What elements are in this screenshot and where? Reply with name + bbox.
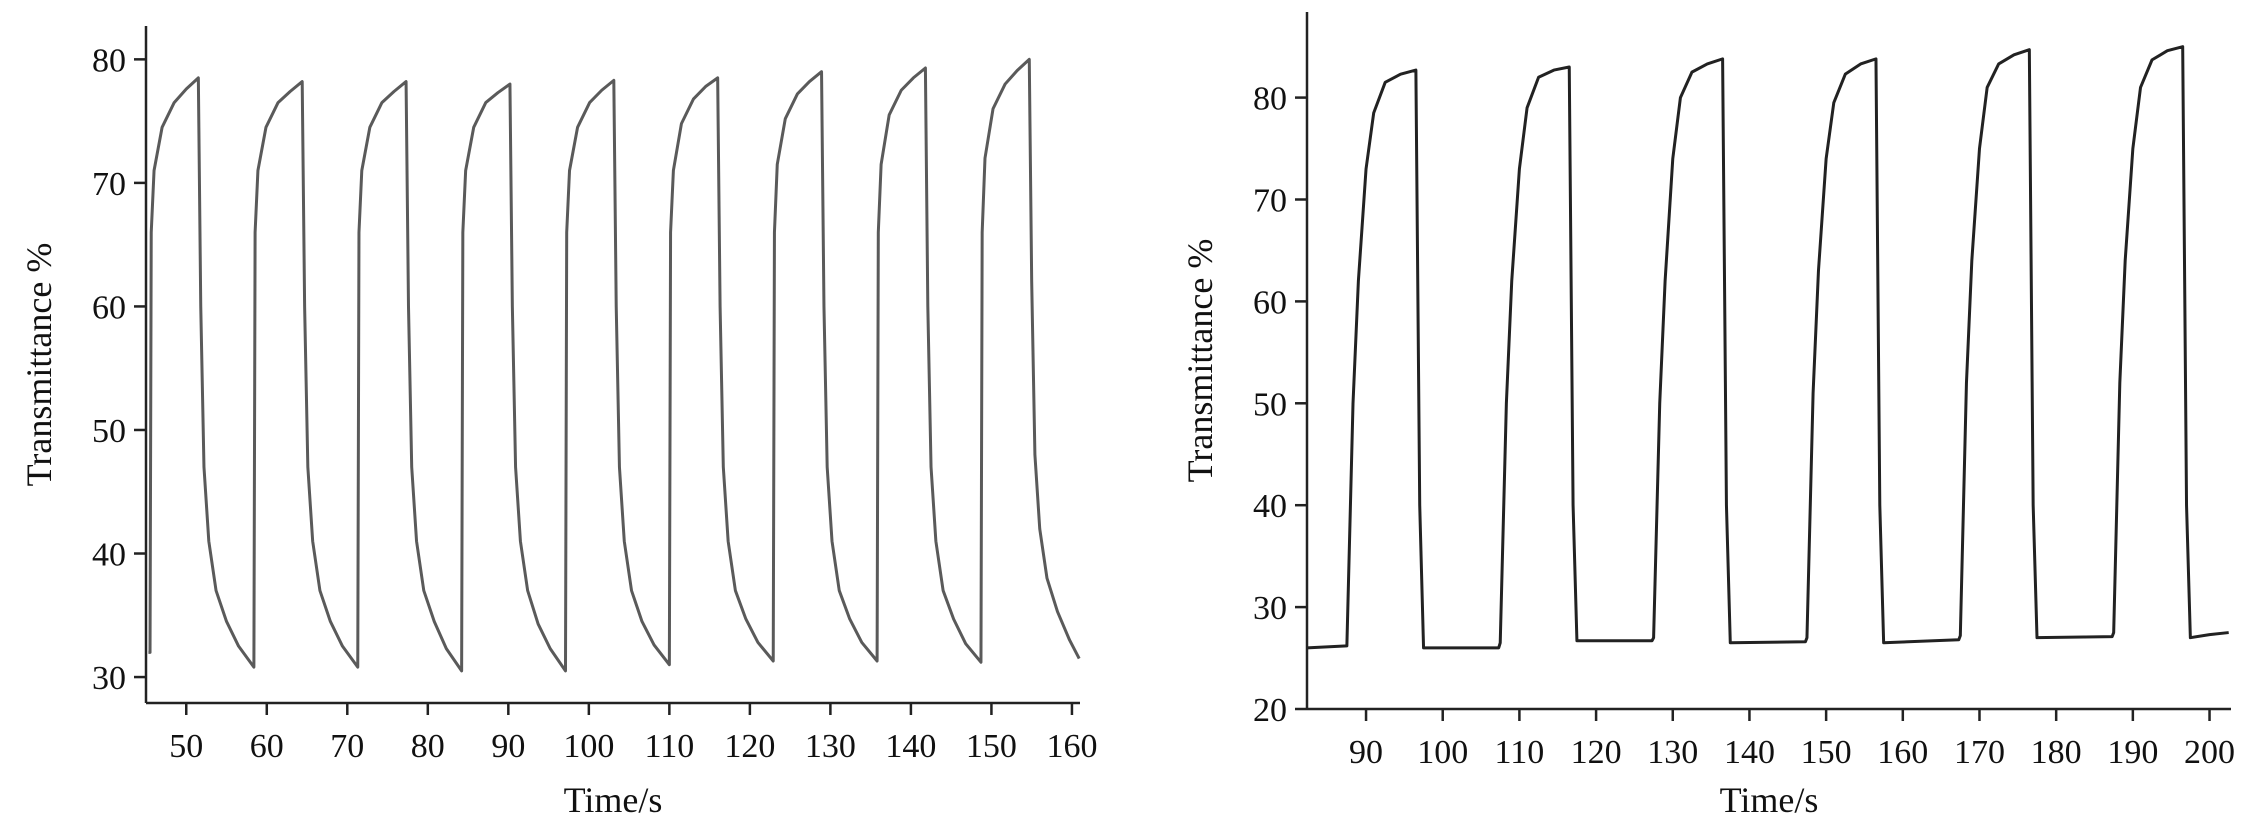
y-tick-label: 40 xyxy=(92,537,126,574)
x-tick-label: 50 xyxy=(169,728,203,765)
x-tick-label: 80 xyxy=(411,728,445,765)
x-tick-label: 100 xyxy=(563,728,614,765)
x-tick-label: 140 xyxy=(1724,734,1775,771)
x-tick-label: 150 xyxy=(966,728,1017,765)
x-tick-label: 100 xyxy=(1417,734,1468,771)
data-line xyxy=(148,57,1081,673)
x-tick-label: 200 xyxy=(2184,734,2235,771)
y-tick-label: 20 xyxy=(1253,692,1287,729)
x-tick-label: 90 xyxy=(491,728,525,765)
y-tick-label: 60 xyxy=(92,289,126,326)
x-tick-label: 180 xyxy=(2031,734,2082,771)
x-tick-label: 130 xyxy=(1647,734,1698,771)
y-tick-label: 40 xyxy=(1253,488,1287,525)
x-tick-label: 150 xyxy=(1801,734,1852,771)
y-axis-title: Transmittance % xyxy=(1180,239,1220,483)
x-tick-label: 160 xyxy=(1046,728,1097,765)
y-tick-label: 80 xyxy=(1253,81,1287,118)
x-tick-label: 170 xyxy=(1954,734,2005,771)
x-tick-label: 70 xyxy=(330,728,364,765)
data-line xyxy=(1306,45,2229,650)
y-tick-label: 50 xyxy=(92,413,126,450)
x-tick-label: 110 xyxy=(644,728,694,765)
x-tick-label: 160 xyxy=(1877,734,1928,771)
y-tick-label: 30 xyxy=(92,660,126,697)
y-tick-label: 30 xyxy=(1253,590,1287,627)
x-tick-label: 140 xyxy=(885,728,936,765)
y-tick-label: 50 xyxy=(1253,386,1287,423)
x-tick-label: 110 xyxy=(1495,734,1545,771)
y-tick-label: 80 xyxy=(92,42,126,79)
x-axis-title: Time/s xyxy=(1720,780,1819,820)
x-tick-label: 120 xyxy=(1571,734,1622,771)
x-tick-label: 190 xyxy=(2107,734,2158,771)
y-axis-title: Transmittance % xyxy=(19,243,59,487)
x-axis-title: Time/s xyxy=(564,780,663,820)
y-tick-label: 60 xyxy=(1253,284,1287,321)
x-tick-label: 120 xyxy=(724,728,775,765)
x-tick-label: 60 xyxy=(250,728,284,765)
y-tick-label: 70 xyxy=(92,166,126,203)
x-tick-label: 90 xyxy=(1349,734,1383,771)
x-tick-label: 130 xyxy=(805,728,856,765)
y-tick-label: 70 xyxy=(1253,182,1287,219)
